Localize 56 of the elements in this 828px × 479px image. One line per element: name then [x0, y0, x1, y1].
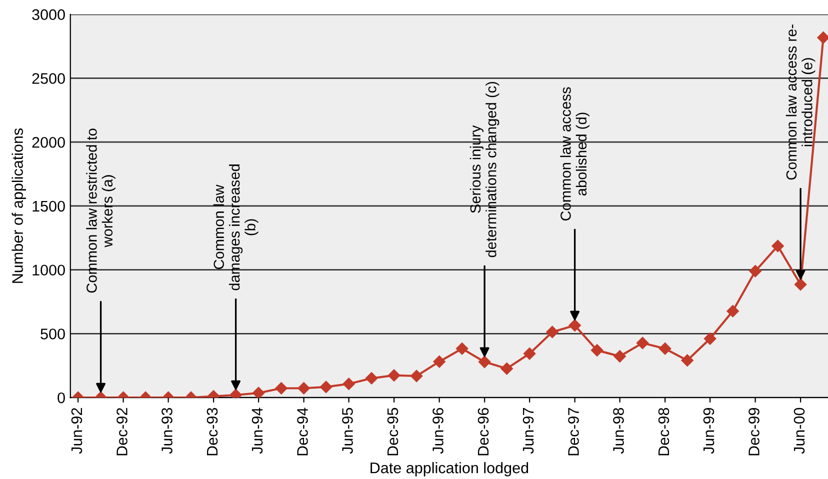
x-tick-label: Jun-97 — [522, 408, 534, 454]
annotation: Serious injury determinations changed (c) — [470, 82, 500, 258]
point — [704, 332, 716, 345]
point — [478, 356, 491, 368]
point — [772, 240, 784, 252]
y-tick-label: 2500 — [32, 73, 65, 84]
x-tick-label: Jun-00 — [794, 408, 805, 454]
point — [275, 382, 288, 394]
x-tick-label: Jun-99 — [703, 408, 714, 454]
x-tick-label: Dec-98 — [658, 408, 670, 456]
y-tick-label: 1000 — [32, 264, 65, 276]
x-tick-label: Jun-92 — [71, 408, 82, 454]
x-tick-label: Dec-97 — [568, 408, 579, 456]
point — [320, 380, 332, 394]
y-tick-label: 500 — [40, 328, 65, 340]
x-tick-label: Dec-99 — [748, 408, 760, 456]
point — [298, 382, 310, 394]
x-tick-label: Dec-95 — [387, 408, 398, 456]
point — [636, 336, 649, 350]
x-tick-label: Jun-95 — [342, 408, 353, 454]
point — [614, 350, 626, 362]
y-axis-title: Number of applications — [12, 128, 26, 283]
point — [590, 344, 604, 356]
point — [726, 305, 739, 318]
point — [794, 278, 807, 291]
y-tick-label: 1500 — [32, 200, 65, 212]
x-tick-label: Dec-93 — [206, 408, 218, 456]
point — [658, 342, 672, 355]
x-tick-label: Jun-94 — [252, 408, 263, 454]
x-tick-label: Jun-96 — [432, 408, 444, 454]
point — [500, 362, 513, 375]
x-axis-title: Date application lodged — [370, 462, 528, 476]
x-tick-label: Dec-94 — [297, 408, 308, 456]
annotation: Common law damages increased (b) — [213, 164, 258, 290]
point — [433, 356, 446, 368]
point — [523, 348, 536, 360]
annotation: Common law access re- introduced (e) — [786, 24, 816, 180]
point — [749, 265, 762, 278]
point — [252, 386, 265, 398]
point — [410, 370, 423, 382]
annotation: Common law access abolished (d) — [560, 87, 590, 220]
point — [681, 354, 694, 366]
point — [546, 326, 558, 338]
point — [568, 319, 581, 332]
x-tick-label: Jun-93 — [162, 408, 172, 454]
y-tick-label: 3000 — [32, 9, 65, 20]
x-tick-label: Jun-98 — [613, 408, 624, 454]
y-tick-label: 0 — [58, 392, 65, 404]
point — [456, 342, 468, 355]
point — [365, 372, 378, 384]
x-tick-label: Dec-92 — [116, 408, 128, 456]
point — [342, 378, 355, 390]
x-tick-label: Dec-96 — [478, 408, 489, 456]
point — [388, 369, 400, 382]
y-tick-label: 2000 — [32, 136, 65, 148]
annotation: Common law restricted to workers (a) — [86, 128, 116, 293]
